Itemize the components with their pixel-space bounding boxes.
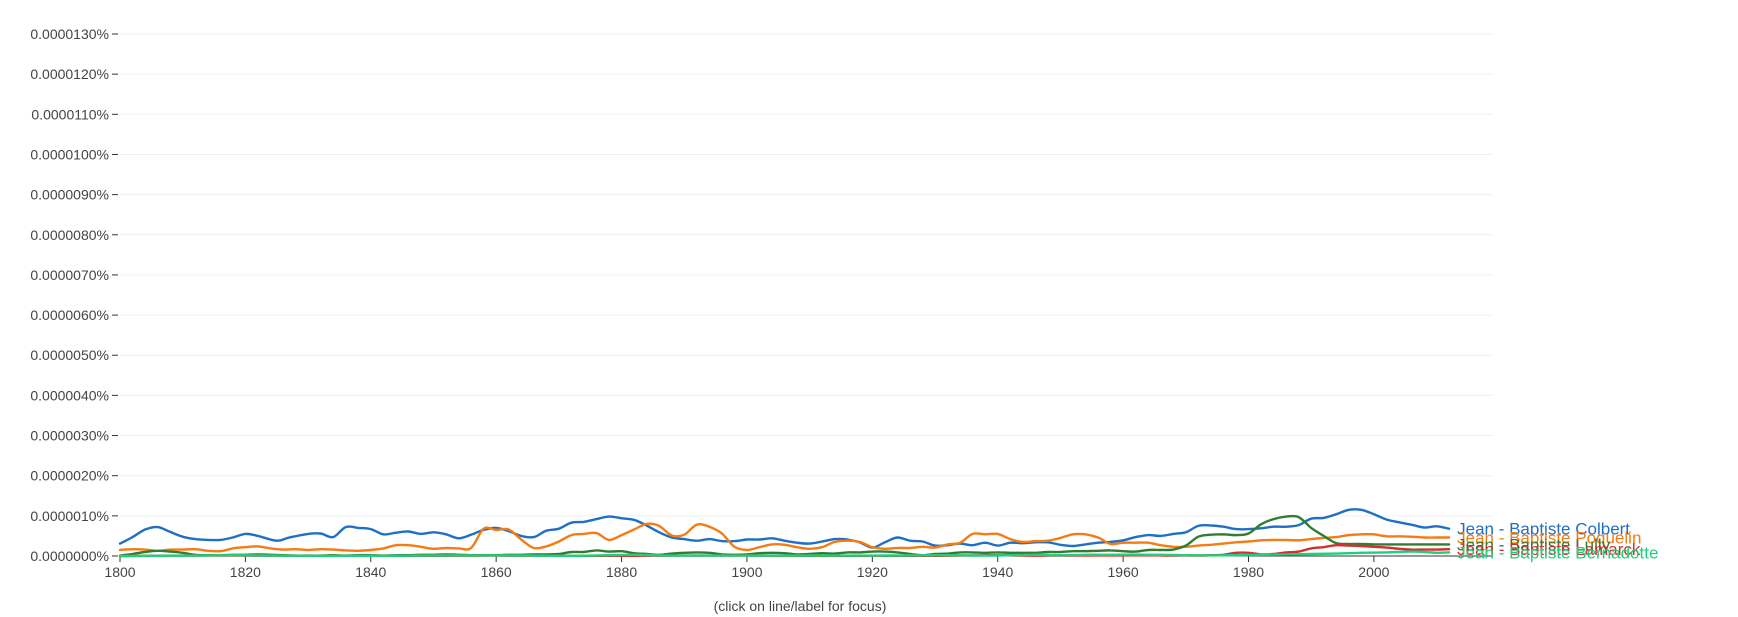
series-lines[interactable]: [118, 508, 1451, 558]
series-label-jean-baptiste-lamarck[interactable]: Jean - Baptiste Lamarck: [1457, 540, 1641, 559]
y-tick-label: 0.0000090%: [30, 187, 109, 203]
y-axis: 0.0000000% 0.0000010% 0.0000020% 0.0000030%…: [30, 26, 118, 564]
series-line-jean-baptiste-poquelin[interactable]: [118, 522, 1451, 553]
x-tick-label: 1980: [1233, 564, 1264, 580]
series-label-jean-baptiste-colbert[interactable]: Jean - Baptiste Colbert: [1457, 520, 1630, 539]
y-tick-label: 0.0000130%: [30, 26, 109, 42]
x-tick-label: 1920: [857, 564, 888, 580]
y-tick-label: 0.0000080%: [30, 227, 109, 243]
x-tick-label: 1800: [104, 564, 135, 580]
series-label-jean-baptiste-bernadotte[interactable]: Jean - Baptiste Bernadotte: [1457, 543, 1658, 562]
gridlines: [120, 33, 1493, 517]
series-line-jean-baptiste-colbert[interactable]: [118, 508, 1451, 549]
x-tick-label: 1940: [982, 564, 1013, 580]
y-tick-label: 0.0000100%: [30, 146, 109, 162]
y-tick-label: 0.0000110%: [31, 106, 109, 122]
x-tick-label: 1820: [230, 564, 261, 580]
focus-hint: (click on line/label for focus): [713, 598, 887, 614]
y-tick-label: 0.0000060%: [30, 307, 109, 323]
x-tick-label: 1880: [606, 564, 637, 580]
x-tick-label: 1900: [731, 564, 762, 580]
series-line-jean-baptiste-bernadotte[interactable]: [118, 550, 1451, 558]
y-tick-label: 0.0000070%: [30, 267, 109, 283]
y-tick-label: 0.0000010%: [30, 508, 109, 524]
x-tick-label: 1860: [481, 564, 512, 580]
y-tick-label: 0.0000000%: [30, 548, 109, 564]
x-tick-label: 2000: [1358, 564, 1389, 580]
y-tick-label: 0.0000020%: [30, 468, 109, 484]
x-axis: 1800 1820 1840 1860 1880 1900 1920 1940 1960 1980…: [104, 555, 1493, 580]
x-tick-label: 1840: [355, 564, 386, 580]
y-tick-label: 0.0000120%: [30, 66, 109, 82]
series-label-jean-baptiste-lully[interactable]: Jean - Baptiste Lully: [1457, 535, 1611, 554]
y-tick-label: 0.0000030%: [30, 428, 109, 444]
series-label-jean-baptiste-poquelin[interactable]: Jean - Baptiste Poquelin: [1457, 529, 1641, 548]
y-tick-label: 0.0000040%: [30, 387, 109, 403]
x-tick-label: 1960: [1108, 564, 1139, 580]
y-tick-label: 0.0000050%: [30, 347, 109, 363]
